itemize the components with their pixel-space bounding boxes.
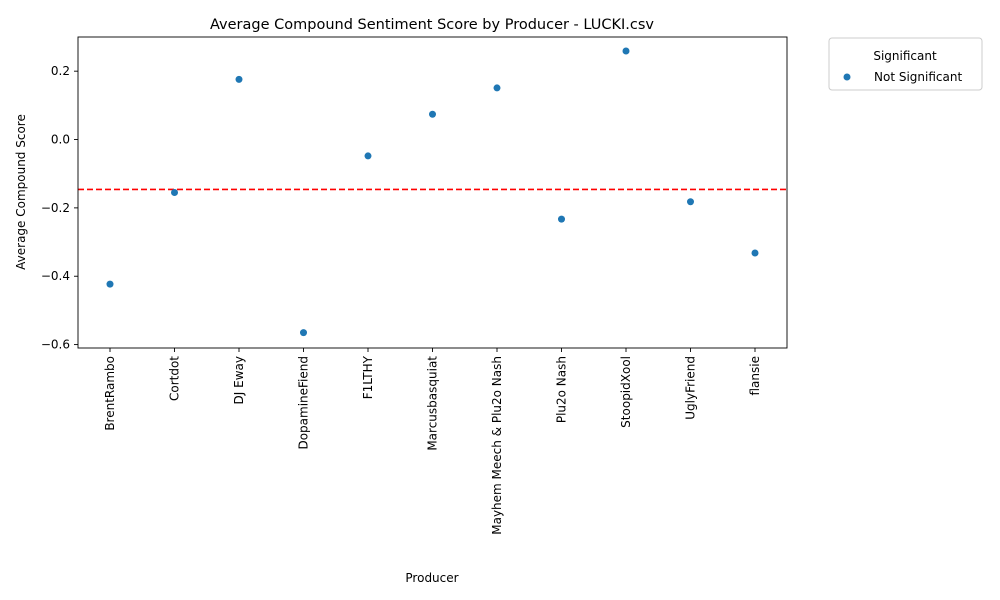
y-tick-label: 0.2 xyxy=(51,64,70,78)
chart-title: Average Compound Sentiment Score by Prod… xyxy=(210,17,654,33)
x-tick-label: Marcusbasquiat xyxy=(426,356,440,451)
x-tick-label: Mayhem Meech & Plu2o Nash xyxy=(490,356,504,535)
x-tick-label: StoopidXool xyxy=(619,356,633,428)
x-axis: BrentRambo Cortdot DJ Eway DopamineFiend F1L… xyxy=(103,348,762,535)
legend: Significant Not Significant xyxy=(828,37,983,91)
x-tick-label: UglyFriend xyxy=(684,356,698,420)
data-point xyxy=(171,189,178,196)
y-tick-label: −0.2 xyxy=(41,201,70,215)
data-point xyxy=(493,84,501,92)
y-axis: −0.6 −0.4 −0.2 0.0 0.2 xyxy=(41,64,78,352)
x-tick-label: flansie xyxy=(748,356,762,396)
x-tick-label: Cortdot xyxy=(168,356,182,401)
data-point xyxy=(687,198,694,206)
data-point xyxy=(364,152,372,160)
data-point xyxy=(558,215,565,223)
legend-title: Significant xyxy=(873,49,937,63)
x-tick-label: Plu2o Nash xyxy=(555,356,569,423)
data-point xyxy=(300,329,307,337)
y-tick-label: 0.0 xyxy=(51,133,70,147)
y-axis-label: Average Compound Score xyxy=(14,114,28,270)
data-point xyxy=(751,249,759,257)
y-tick-label: −0.4 xyxy=(41,269,70,283)
data-point xyxy=(235,75,243,83)
data-point xyxy=(106,280,114,288)
data-point xyxy=(622,47,630,55)
x-tick-label: DJ Eway xyxy=(232,356,246,404)
plot-area xyxy=(78,47,787,337)
legend-marker xyxy=(843,73,851,81)
x-tick-label: BrentRambo xyxy=(103,356,117,431)
legend-entry-label: Not Significant xyxy=(874,70,962,84)
x-axis-label: Producer xyxy=(405,571,458,585)
x-tick-label: F1LTHY xyxy=(361,355,375,399)
data-point xyxy=(429,110,436,118)
x-tick-label: DopamineFiend xyxy=(297,356,311,450)
y-tick-label: −0.6 xyxy=(41,338,70,352)
legend-box xyxy=(828,37,983,91)
